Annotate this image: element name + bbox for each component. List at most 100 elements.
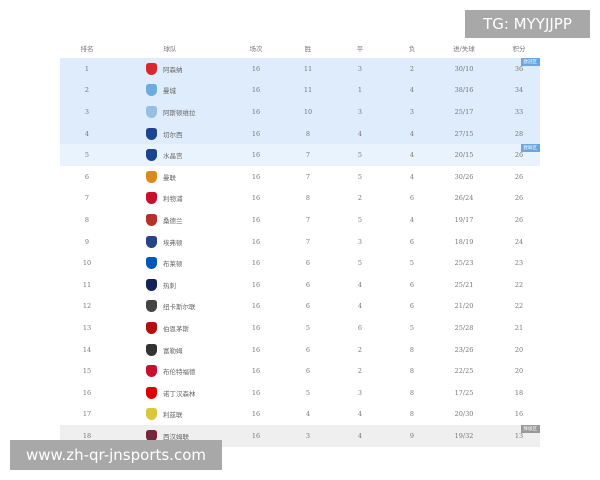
team-cell[interactable]: 曼联 (146, 170, 176, 183)
points: 13 (514, 431, 524, 440)
team-crest-icon (146, 408, 157, 421)
points: 26 (514, 194, 524, 203)
team-crest-icon (146, 278, 157, 291)
goals: 20/30 (454, 410, 474, 419)
table-row[interactable]: 11 热刺 16 6 4 6 25/21 22 (60, 274, 540, 296)
table-header: 排名 球队 场次 胜 平 负 进/失球 积分 (60, 37, 540, 58)
team-name: 布莱顿 (163, 260, 183, 269)
rank: 8 (84, 215, 90, 224)
played: 16 (251, 172, 261, 181)
team-cell[interactable]: 水晶宫 (146, 149, 183, 162)
team-cell[interactable]: 纽卡斯尔联 (146, 300, 196, 313)
team-name: 水晶宫 (163, 152, 183, 161)
table-row[interactable]: 16 诺丁汉森林 16 5 3 8 17/25 18 (60, 382, 540, 404)
drawn: 4 (357, 129, 363, 138)
points: 34 (514, 86, 524, 95)
rank: 16 (82, 388, 92, 397)
points: 23 (514, 259, 524, 268)
team-cell[interactable]: 利物浦 (146, 192, 183, 205)
won: 10 (303, 107, 313, 116)
points: 22 (514, 302, 524, 311)
team-cell[interactable]: 利兹联 (146, 408, 183, 421)
table-row[interactable]: 3 阿斯顿维拉 16 10 3 3 25/17 33 (60, 101, 540, 123)
drawn: 5 (357, 215, 363, 224)
table-row[interactable]: 17 利兹联 16 4 4 8 20/30 16 (60, 404, 540, 426)
drawn: 5 (357, 151, 363, 160)
team-cell[interactable]: 伯恩茅斯 (146, 321, 189, 334)
team-cell[interactable]: 阿森纳 (146, 62, 183, 75)
team-crest-icon (146, 127, 157, 140)
team-name: 布伦特福德 (163, 368, 196, 377)
played: 16 (251, 64, 261, 73)
team-name: 曼城 (163, 87, 176, 96)
lost: 8 (409, 367, 415, 376)
team-crest-icon (146, 257, 157, 270)
played: 16 (251, 194, 261, 203)
team-name: 埃弗顿 (163, 238, 183, 247)
team-cell[interactable]: 切尔西 (146, 127, 183, 140)
rank: 13 (82, 323, 92, 332)
header-lost: 负 (408, 44, 416, 53)
team-cell[interactable]: 布伦特福德 (146, 365, 196, 378)
won: 7 (305, 172, 311, 181)
goals: 20/15 (454, 151, 474, 160)
table-row[interactable]: 4 切尔西 16 8 4 4 27/15 28 (60, 122, 540, 145)
team-name: 利兹联 (163, 411, 183, 420)
drawn: 2 (357, 367, 363, 376)
team-cell[interactable]: 热刺 (146, 278, 176, 291)
points: 33 (514, 107, 524, 116)
played: 16 (251, 302, 261, 311)
team-cell[interactable]: 桑德兰 (146, 213, 183, 226)
team-name: 诺丁汉森林 (163, 389, 196, 398)
table-row[interactable]: 6 曼联 16 7 5 4 30/26 26 (60, 166, 540, 188)
table-row[interactable]: 9 埃弗顿 16 7 3 6 18/19 24 (60, 231, 540, 253)
team-cell[interactable]: 阿斯顿维拉 (146, 105, 196, 118)
table-row[interactable]: 15 布伦特福德 16 6 2 8 22/25 20 (60, 360, 540, 382)
won: 7 (305, 151, 311, 160)
rank: 15 (82, 367, 92, 376)
table-row[interactable]: 14 富勒姆 16 6 2 8 23/26 20 (60, 339, 540, 361)
played: 16 (251, 259, 261, 268)
played: 16 (251, 215, 261, 224)
won: 8 (305, 194, 311, 203)
rank: 12 (82, 302, 92, 311)
team-crest-icon (146, 429, 157, 442)
team-cell[interactable]: 西汉姆联 (146, 429, 189, 442)
rank: 2 (84, 86, 90, 95)
table-row[interactable]: 10 布莱顿 16 6 5 5 25/23 23 (60, 252, 540, 274)
lost: 8 (409, 388, 415, 397)
team-cell[interactable]: 布莱顿 (146, 257, 183, 270)
team-cell[interactable]: 富勒姆 (146, 343, 183, 356)
table-row[interactable]: 5 水晶宫 16 7 5 4 20/15 26 欧联区 (60, 144, 540, 166)
goals: 25/28 (454, 323, 474, 332)
goals: 30/10 (454, 64, 474, 73)
played: 16 (251, 107, 261, 116)
team-name: 切尔西 (163, 130, 183, 139)
lost: 4 (409, 129, 415, 138)
table-row[interactable]: 12 纽卡斯尔联 16 6 4 6 21/20 22 (60, 296, 540, 318)
table-row[interactable]: 8 桑德兰 16 7 5 4 19/17 26 (60, 209, 540, 231)
table-row[interactable]: 1 阿森纳 16 11 3 2 30/10 36 欧冠区 (60, 58, 540, 80)
lost: 5 (409, 259, 415, 268)
header-rank: 排名 (80, 44, 94, 53)
zone-badge: 降级区 (520, 425, 540, 434)
table-row[interactable]: 7 利物浦 16 8 2 6 26/24 26 (60, 188, 540, 210)
won: 8 (305, 129, 311, 138)
won: 6 (305, 280, 311, 289)
team-name: 曼联 (163, 173, 176, 182)
drawn: 3 (357, 107, 363, 116)
team-cell[interactable]: 埃弗顿 (146, 235, 183, 248)
rank: 14 (82, 345, 92, 354)
played: 16 (251, 86, 261, 95)
points: 26 (514, 151, 524, 160)
team-cell[interactable]: 诺丁汉森林 (146, 386, 196, 399)
team-crest-icon (146, 192, 157, 205)
lost: 4 (409, 151, 415, 160)
table-row[interactable]: 13 伯恩茅斯 16 5 6 5 25/28 21 (60, 317, 540, 339)
table-row[interactable]: 2 曼城 16 11 1 4 38/16 34 (60, 79, 540, 102)
team-crest-icon (146, 321, 157, 334)
lost: 6 (409, 302, 415, 311)
team-name: 富勒姆 (163, 346, 183, 355)
team-cell[interactable]: 曼城 (146, 84, 176, 97)
points: 26 (514, 215, 524, 224)
